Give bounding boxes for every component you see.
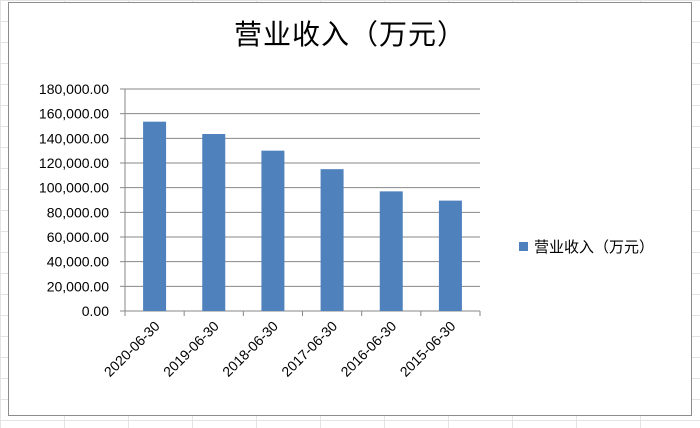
y-tick-label: 120,000.00 (39, 155, 109, 171)
y-tick-label: 40,000.00 (47, 254, 109, 270)
bar (320, 169, 344, 311)
y-tick-label: 20,000.00 (47, 278, 109, 294)
y-tick-label: 180,000.00 (39, 81, 109, 97)
legend-label: 营业收入（万元） (534, 238, 655, 256)
y-tick-label: 140,000.00 (39, 130, 109, 146)
x-tick-label: 2019-06-30 (160, 318, 222, 380)
y-tick-label: 0.00 (82, 303, 109, 319)
y-tick-label: 80,000.00 (47, 204, 109, 220)
chart-area[interactable]: 营业收入（万元） 营业收入（万元） (8, 2, 692, 416)
y-tick-label: 60,000.00 (47, 229, 109, 245)
legend: 营业收入（万元） (519, 236, 654, 257)
y-tick-label: 160,000.00 (39, 106, 109, 122)
bar (261, 150, 285, 311)
chart-title: 营业收入（万元） (233, 18, 466, 51)
y-tick-label: 100,000.00 (39, 180, 109, 196)
bar (379, 191, 403, 311)
x-tick-label: 2018-06-30 (219, 318, 281, 380)
bar (143, 121, 167, 311)
x-tick-label: 2017-06-30 (278, 318, 340, 380)
x-tick-label: 2015-06-30 (397, 318, 459, 380)
x-tick-label: 2020-06-30 (101, 318, 163, 380)
legend-swatch (519, 242, 528, 251)
x-tick-label: 2016-06-30 (337, 318, 399, 380)
bar (202, 134, 226, 311)
bar (438, 200, 462, 311)
